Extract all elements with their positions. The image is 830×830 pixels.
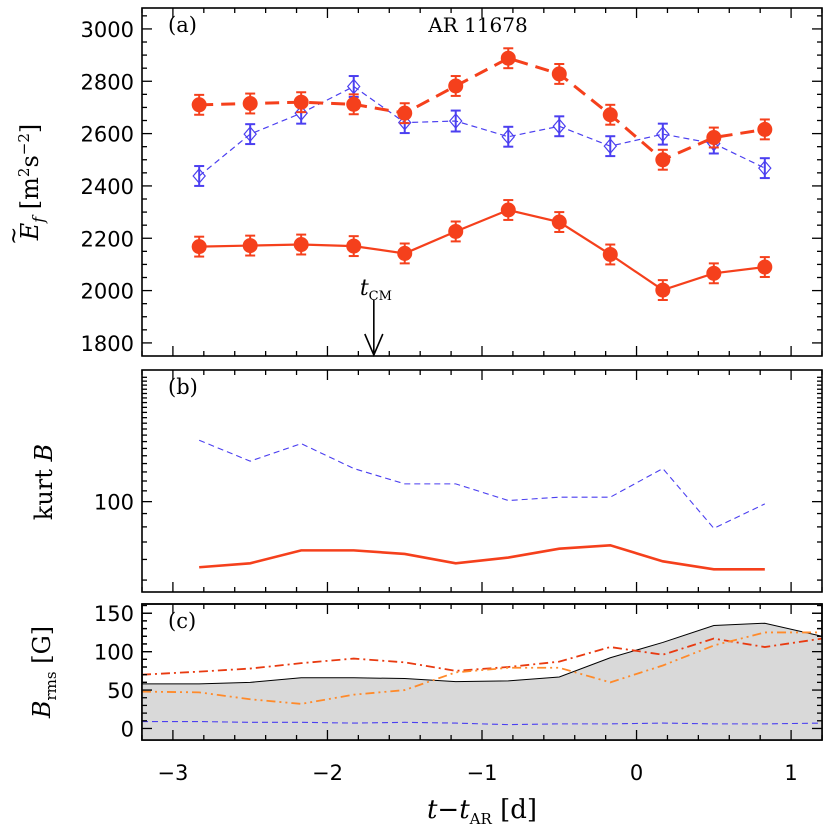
plot-frame	[141, 7, 823, 357]
y-axis-label: Brms [G]	[28, 626, 60, 719]
y-tick-label: 100	[94, 491, 134, 515]
data-point	[603, 138, 618, 155]
series-line-2	[142, 631, 822, 705]
x-tick-label: −1	[467, 761, 498, 785]
data-point	[448, 78, 464, 94]
series-line-3	[142, 721, 822, 726]
data-point	[346, 238, 362, 254]
series-line-0	[199, 56, 766, 162]
marker-label-main: t	[360, 276, 369, 301]
data-point	[191, 239, 207, 255]
y-label-unit: ]	[16, 124, 44, 133]
data-point	[655, 282, 671, 298]
panel-a: 1800 2000 2200 2400 2600 2800 3000 (a) AR 11678 t…	[2, 7, 823, 358]
y-label-pre: kurt	[30, 461, 58, 520]
x-label-sub: AR	[469, 810, 493, 828]
data-point	[602, 107, 618, 123]
y-tick-label: 2800	[81, 70, 134, 94]
y-tick-label: 1800	[81, 332, 134, 356]
data-point	[243, 126, 257, 143]
panel-b: 100 (b) kurt B	[30, 369, 823, 593]
series-line-1	[198, 85, 766, 177]
y-tick-label: 50	[107, 679, 134, 703]
panel-label: (c)	[168, 609, 196, 633]
series-line-1	[142, 637, 822, 676]
panel-label: (a)	[168, 13, 197, 37]
panel-c: 0 50 100 150 (c) Brms [G]	[28, 602, 823, 741]
data-point	[500, 50, 516, 66]
data-point	[294, 105, 308, 122]
data-point	[757, 259, 773, 275]
y-label-sub: f	[29, 214, 48, 224]
y-axis-label: kurt B	[30, 444, 58, 520]
y-tick-label: 2400	[81, 175, 134, 199]
data-point	[448, 113, 463, 129]
y-label-symbol: B	[30, 444, 58, 463]
panel-label: (b)	[168, 375, 198, 399]
data-point	[500, 202, 516, 218]
data-point	[655, 152, 671, 168]
y-label-tilde: ~	[2, 227, 27, 245]
y-tick-label: 0	[121, 717, 134, 741]
panel-c-plot	[142, 622, 822, 740]
shared-x-axis: −3 −2 −1 0 1 t−tAR [d]	[157, 761, 797, 828]
y-label-exp: −2	[15, 133, 33, 155]
y-label-sub: rms	[42, 671, 60, 700]
y-tick-label: 2200	[81, 227, 134, 251]
y-tick-label: 100	[94, 641, 134, 665]
data-point	[397, 105, 413, 121]
y-label-unit: [m	[16, 177, 44, 217]
series-line-0	[142, 622, 822, 685]
x-label-main: t−t	[427, 795, 470, 825]
data-point	[758, 160, 772, 177]
x-tick-label: −2	[312, 761, 343, 785]
data-point	[242, 96, 258, 112]
annotation-text: AR 11678	[427, 13, 527, 37]
x-tick-label: −3	[157, 761, 188, 785]
data-point	[191, 97, 207, 113]
data-point	[552, 118, 567, 135]
data-point	[757, 121, 773, 137]
data-point	[706, 130, 722, 146]
y-label-unit: [G]	[28, 626, 56, 672]
plot-frame	[141, 369, 823, 593]
x-tick-label: 1	[784, 761, 797, 785]
y-label-symbol: B	[28, 700, 56, 719]
y-tick-label: 150	[94, 602, 134, 626]
y-tick-label: 3000	[81, 18, 134, 42]
data-point	[242, 238, 258, 254]
data-point	[656, 126, 670, 143]
data-point	[501, 128, 516, 145]
y-tick-label: 2000	[81, 280, 134, 304]
data-point	[448, 223, 464, 239]
data-point	[293, 94, 309, 110]
data-point	[397, 114, 412, 131]
y-label-exp: 2	[15, 168, 33, 178]
marker-label: tCM	[360, 276, 392, 304]
data-point	[706, 265, 722, 281]
data-point	[551, 66, 567, 82]
series-line-1	[199, 543, 765, 571]
series-line-2	[199, 208, 765, 292]
y-label-symbol: E	[16, 222, 44, 241]
series-line-0	[198, 439, 766, 529]
data-point	[346, 96, 362, 112]
y-tick-label: 2600	[81, 123, 134, 147]
x-axis-label: t−tAR [d]	[427, 795, 537, 828]
data-point	[551, 214, 567, 230]
y-axis-label: Ef [m2s−2]	[15, 124, 48, 242]
data-point	[192, 168, 206, 184]
x-tick-label: 0	[630, 761, 643, 785]
data-point	[293, 237, 309, 253]
data-point	[397, 245, 413, 261]
data-point	[602, 246, 618, 262]
marker-arrowhead	[364, 333, 384, 358]
x-label-unit: [d]	[492, 795, 537, 825]
y-label-unit: s	[16, 155, 44, 167]
marker-label-sub: CM	[369, 289, 392, 304]
